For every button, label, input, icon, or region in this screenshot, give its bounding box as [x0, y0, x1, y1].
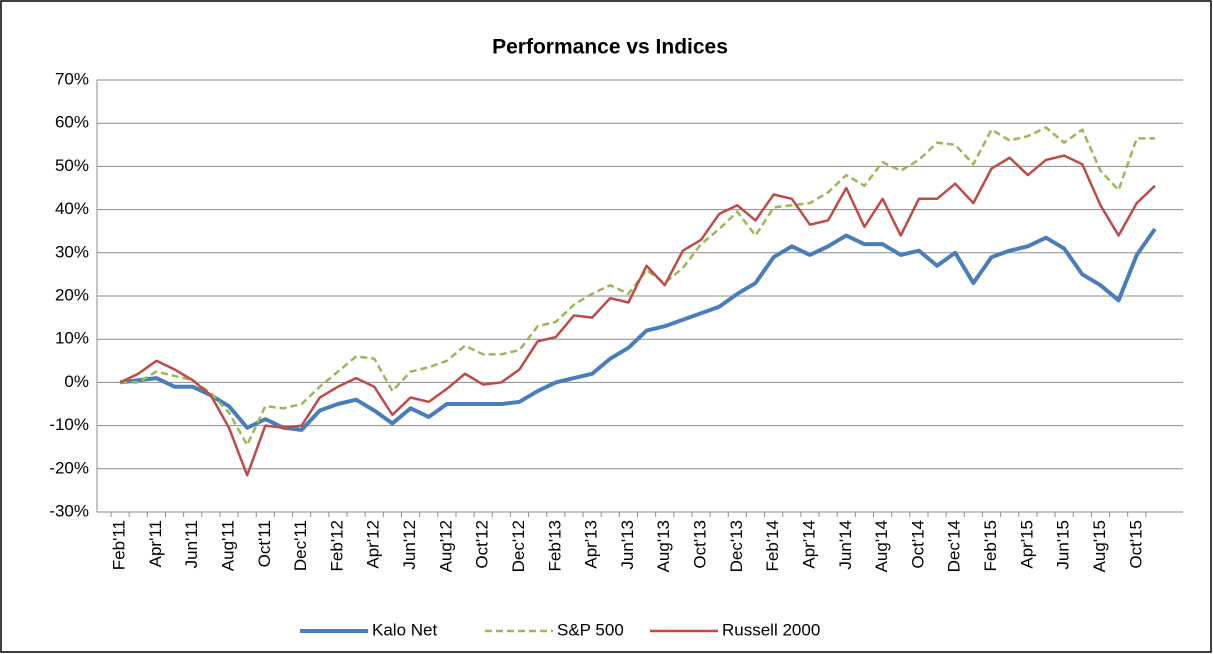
x-tick-label: Oct'11 — [255, 520, 274, 567]
x-tick-label: Jun'14 — [836, 520, 855, 570]
x-tick-label: Oct'15 — [1126, 520, 1145, 569]
y-tick-label: -10% — [49, 415, 89, 434]
x-tick-label: Oct'12 — [473, 520, 492, 569]
y-tick-label: 60% — [55, 113, 89, 132]
y-tick-label: 40% — [55, 199, 89, 218]
y-tick-label: -30% — [49, 501, 89, 520]
x-tick-label: Apr'11 — [146, 520, 165, 567]
series-line — [119, 227, 1157, 432]
x-tick-label: Dec'12 — [509, 520, 528, 572]
y-tick-label: 20% — [55, 285, 89, 304]
x-tick-label: Oct'13 — [691, 520, 710, 569]
x-tick-label: Feb'14 — [763, 520, 782, 571]
y-tick-label: 30% — [55, 242, 89, 261]
chart-title: Performance vs Indices — [492, 36, 728, 59]
x-tick-label: Aug'14 — [872, 520, 891, 572]
x-tick-label: Apr'15 — [1017, 520, 1036, 569]
series-line — [119, 154, 1156, 477]
x-tick-label: Feb'13 — [545, 520, 564, 571]
x-tick-label: Dec'11 — [291, 520, 310, 571]
y-tick-label: 0% — [64, 372, 89, 391]
x-tick-label: Jun'13 — [618, 520, 637, 570]
y-tick-label: 50% — [55, 156, 89, 175]
x-tick-label: Dec'14 — [945, 520, 964, 572]
x-tick-label: Apr'12 — [364, 520, 383, 569]
y-tick-label: 10% — [55, 329, 89, 348]
x-tick-label: Aug'15 — [1090, 520, 1109, 572]
x-tick-label: Aug'11 — [218, 520, 237, 571]
x-tick-label: Jun'12 — [400, 520, 419, 570]
x-tick-label: Oct'14 — [908, 520, 927, 569]
x-tick-label: Feb'12 — [327, 520, 346, 571]
y-tick-label: 70% — [55, 69, 89, 88]
x-tick-label: Jun'11 — [182, 520, 201, 568]
legend-label: Kalo Net — [372, 620, 437, 639]
x-tick-label: Aug'13 — [654, 520, 673, 572]
x-tick-label: Feb'15 — [981, 520, 1000, 571]
legend-label: Russell 2000 — [722, 620, 820, 639]
x-tick-label: Aug'12 — [436, 520, 455, 572]
x-tick-label: Jun'15 — [1054, 520, 1073, 570]
legend-label: S&P 500 — [557, 620, 624, 639]
x-tick-label: Dec'13 — [727, 520, 746, 572]
x-tick-label: Feb'11 — [110, 520, 129, 570]
x-tick-label: Apr'13 — [582, 520, 601, 569]
x-tick-label: Apr'14 — [799, 520, 818, 569]
y-tick-label: -20% — [49, 458, 89, 477]
